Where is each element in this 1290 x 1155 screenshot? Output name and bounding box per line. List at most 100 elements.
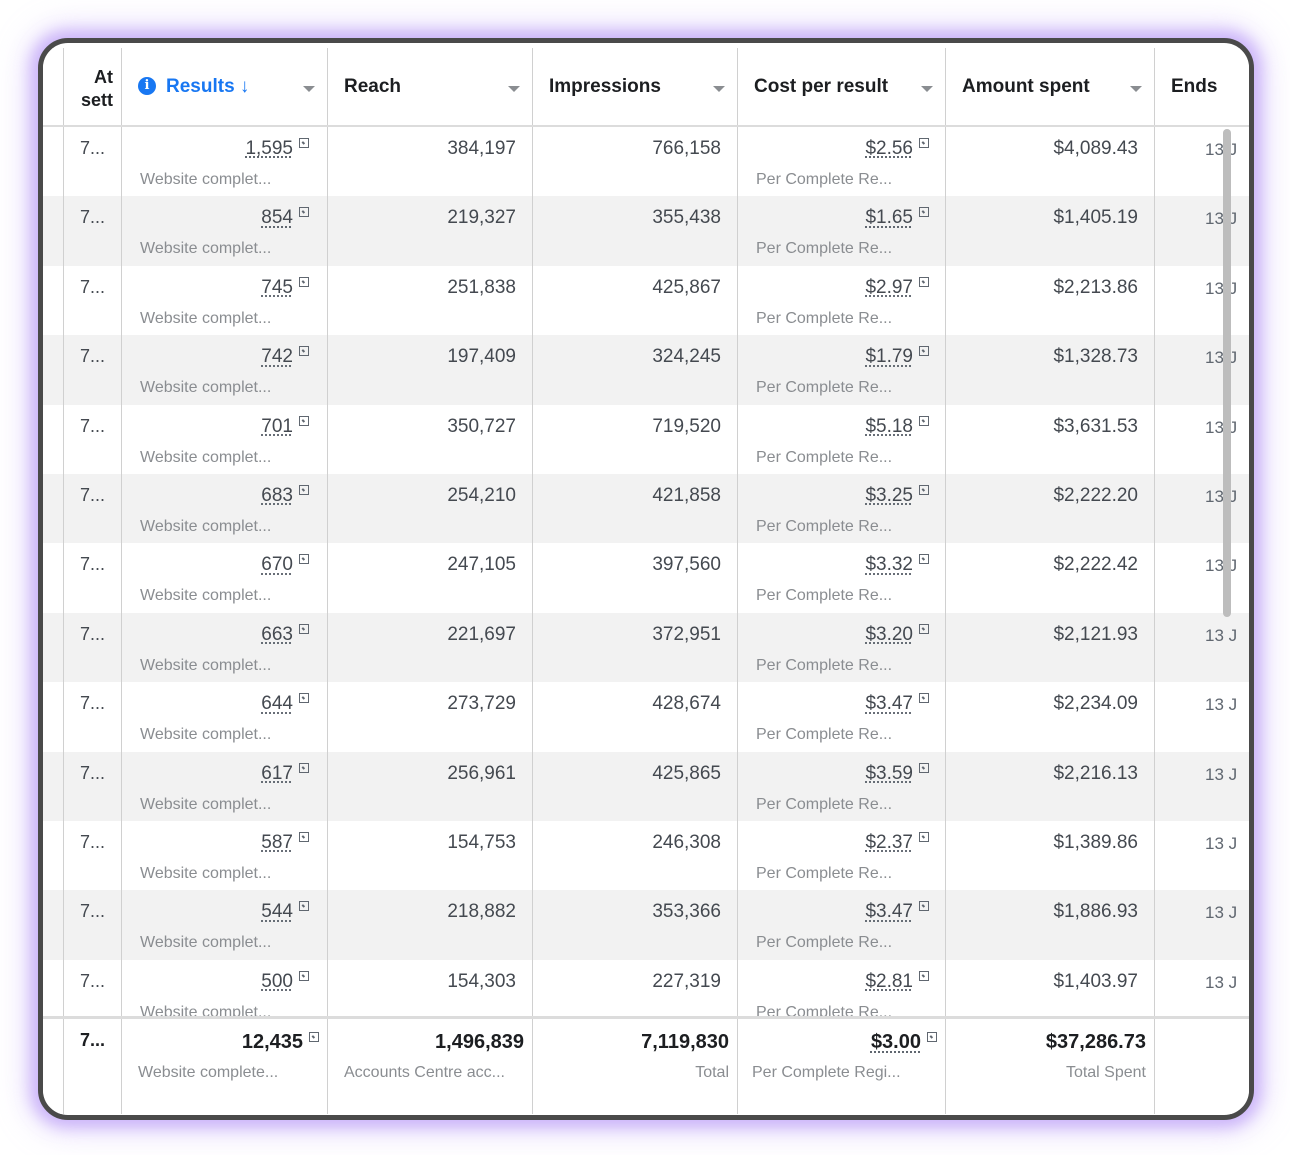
amount-spent-value: $3,631.53 — [1053, 415, 1138, 437]
table-row[interactable]: 7... 644 Website complet... 273,729 428,… — [43, 682, 1249, 752]
cost-per-result-sub: Per Complete Re... — [756, 864, 893, 882]
cost-per-result-value[interactable]: $1.65 — [865, 207, 929, 229]
column-header-amount-spent[interactable]: Amount spent — [945, 48, 1154, 125]
table-row[interactable]: 7... 742 Website complet... 197,409 324,… — [43, 335, 1249, 405]
table-row[interactable]: 7... 663 Website complet... 221,697 372,… — [43, 612, 1249, 683]
results-sub: Website complet... — [140, 934, 272, 952]
cost-per-result-value[interactable]: $2.37 — [865, 831, 929, 854]
table-row[interactable]: 7... 683 Website complet... 254,210 421,… — [43, 473, 1249, 544]
ends-value: 13 J — [1205, 348, 1238, 368]
results-value[interactable]: 670 — [261, 554, 309, 576]
cost-per-result-value[interactable]: $3.25 — [865, 484, 929, 507]
chevron-down-icon[interactable] — [508, 86, 520, 92]
column-header-results[interactable]: i Results ↓ — [121, 48, 327, 125]
cost-per-result-value[interactable]: $2.97 — [865, 276, 929, 299]
cost-per-result-value[interactable]: $3.32 — [865, 554, 929, 576]
open-link-icon — [299, 346, 309, 357]
column-header-attribution-label: At sett — [80, 67, 113, 110]
column-header-attribution[interactable]: At sett — [63, 48, 121, 125]
results-value[interactable]: 544 — [261, 901, 309, 923]
reach-value: 350,727 — [447, 415, 516, 437]
open-link-icon — [309, 1032, 319, 1042]
totals-row: 7... 12,435 Website complete... 1,496,83… — [43, 1016, 1249, 1114]
reach-value: 218,882 — [447, 901, 516, 923]
ends-value: 13 J — [1205, 625, 1238, 645]
open-link-icon — [919, 554, 929, 565]
open-link-icon — [299, 554, 309, 565]
table-row[interactable]: 7... 617 Website complet... 256,961 425,… — [43, 751, 1249, 821]
totals-cost-per-result-sub: Per Complete Regi... — [752, 1064, 901, 1081]
cost-per-result-value[interactable]: $2.56 — [865, 138, 929, 160]
results-sub: Website complet... — [140, 726, 272, 744]
amount-spent-value: $2,121.93 — [1053, 623, 1138, 645]
row-index: 7... — [80, 623, 106, 644]
column-header-reach[interactable]: Reach — [327, 48, 532, 125]
results-value[interactable]: 500 — [261, 970, 309, 993]
results-value[interactable]: 745 — [261, 276, 309, 299]
cost-per-result-value[interactable]: $1.79 — [865, 346, 929, 368]
results-value[interactable]: 854 — [261, 207, 309, 229]
reach-value: 273,729 — [447, 693, 516, 715]
cost-per-result-value[interactable]: $3.59 — [865, 762, 929, 785]
table-row[interactable]: 7... 500 Website complet... 154,303 227,… — [43, 959, 1249, 1030]
info-icon[interactable]: i — [138, 77, 156, 95]
amount-spent-value: $1,403.97 — [1053, 970, 1138, 992]
table-row[interactable]: 7... 544 Website complet... 218,882 353,… — [43, 890, 1249, 960]
cost-per-result-value[interactable]: $3.47 — [865, 901, 929, 923]
reach-value: 256,961 — [447, 762, 516, 784]
ends-value: 13 J — [1205, 972, 1238, 992]
cost-per-result-sub: Per Complete Re... — [756, 379, 893, 397]
cost-per-result-value[interactable]: $3.47 — [865, 693, 929, 715]
row-index: 7... — [80, 970, 106, 991]
chevron-down-icon[interactable] — [303, 86, 315, 92]
table-row[interactable]: 7... 701 Website complet... 350,727 719,… — [43, 404, 1249, 474]
totals-results[interactable]: 12,435 — [242, 1031, 319, 1054]
table-row[interactable]: 7... 854 Website complet... 219,327 355,… — [43, 196, 1249, 266]
ends-value: 13 J — [1205, 764, 1238, 784]
results-value[interactable]: 742 — [261, 346, 309, 368]
table-row[interactable]: 7... 1,595 Website complet... 384,197 76… — [43, 127, 1249, 197]
open-link-icon — [919, 623, 929, 634]
cost-per-result-value[interactable]: $3.20 — [865, 623, 929, 646]
column-header-impressions[interactable]: Impressions — [532, 48, 737, 125]
row-index: 7... — [80, 276, 106, 297]
ends-value: 13 J — [1205, 486, 1238, 506]
reach-value: 254,210 — [447, 484, 516, 506]
open-link-icon — [919, 831, 929, 842]
open-link-icon — [919, 207, 929, 218]
chevron-down-icon[interactable] — [921, 86, 933, 92]
cost-per-result-value[interactable]: $5.18 — [865, 415, 929, 438]
amount-spent-value: $2,213.86 — [1053, 276, 1138, 298]
row-index: 7... — [80, 693, 106, 714]
open-link-icon — [299, 901, 309, 912]
column-header-ends[interactable]: Ends — [1154, 48, 1249, 125]
results-value[interactable]: 617 — [261, 762, 309, 785]
ends-value: 13 J — [1205, 278, 1238, 298]
results-value[interactable]: 587 — [261, 831, 309, 854]
amount-spent-value: $2,216.13 — [1053, 762, 1138, 784]
impressions-value: 397,560 — [652, 554, 721, 576]
impressions-value: 719,520 — [652, 415, 721, 437]
results-value[interactable]: 1,595 — [245, 138, 309, 160]
table-row[interactable]: 7... 670 Website complet... 247,105 397,… — [43, 543, 1249, 613]
cost-per-result-value[interactable]: $2.81 — [865, 970, 929, 993]
results-value[interactable]: 683 — [261, 484, 309, 507]
amount-spent-value: $2,222.20 — [1053, 484, 1138, 506]
results-value[interactable]: 663 — [261, 623, 309, 646]
reach-value: 247,105 — [447, 554, 516, 576]
results-sub: Website complet... — [140, 309, 272, 327]
results-value[interactable]: 644 — [261, 693, 309, 715]
chevron-down-icon[interactable] — [713, 86, 725, 92]
sort-descending-icon: ↓ — [239, 76, 250, 97]
totals-cost-per-result[interactable]: $3.00 — [871, 1031, 937, 1054]
vertical-scrollbar[interactable] — [1223, 129, 1231, 617]
reach-value: 154,303 — [447, 970, 516, 992]
table-row[interactable]: 7... 587 Website complet... 154,753 246,… — [43, 820, 1249, 891]
impressions-value: 353,366 — [652, 901, 721, 923]
chevron-down-icon[interactable] — [1130, 86, 1142, 92]
table-header: At sett i Results ↓ Reach Impressions Co… — [43, 48, 1249, 127]
table-row[interactable]: 7... 745 Website complet... 251,838 425,… — [43, 265, 1249, 336]
results-value[interactable]: 701 — [261, 415, 309, 438]
column-header-impressions-label: Impressions — [549, 76, 661, 97]
column-header-cost-per-result[interactable]: Cost per result — [737, 48, 945, 125]
